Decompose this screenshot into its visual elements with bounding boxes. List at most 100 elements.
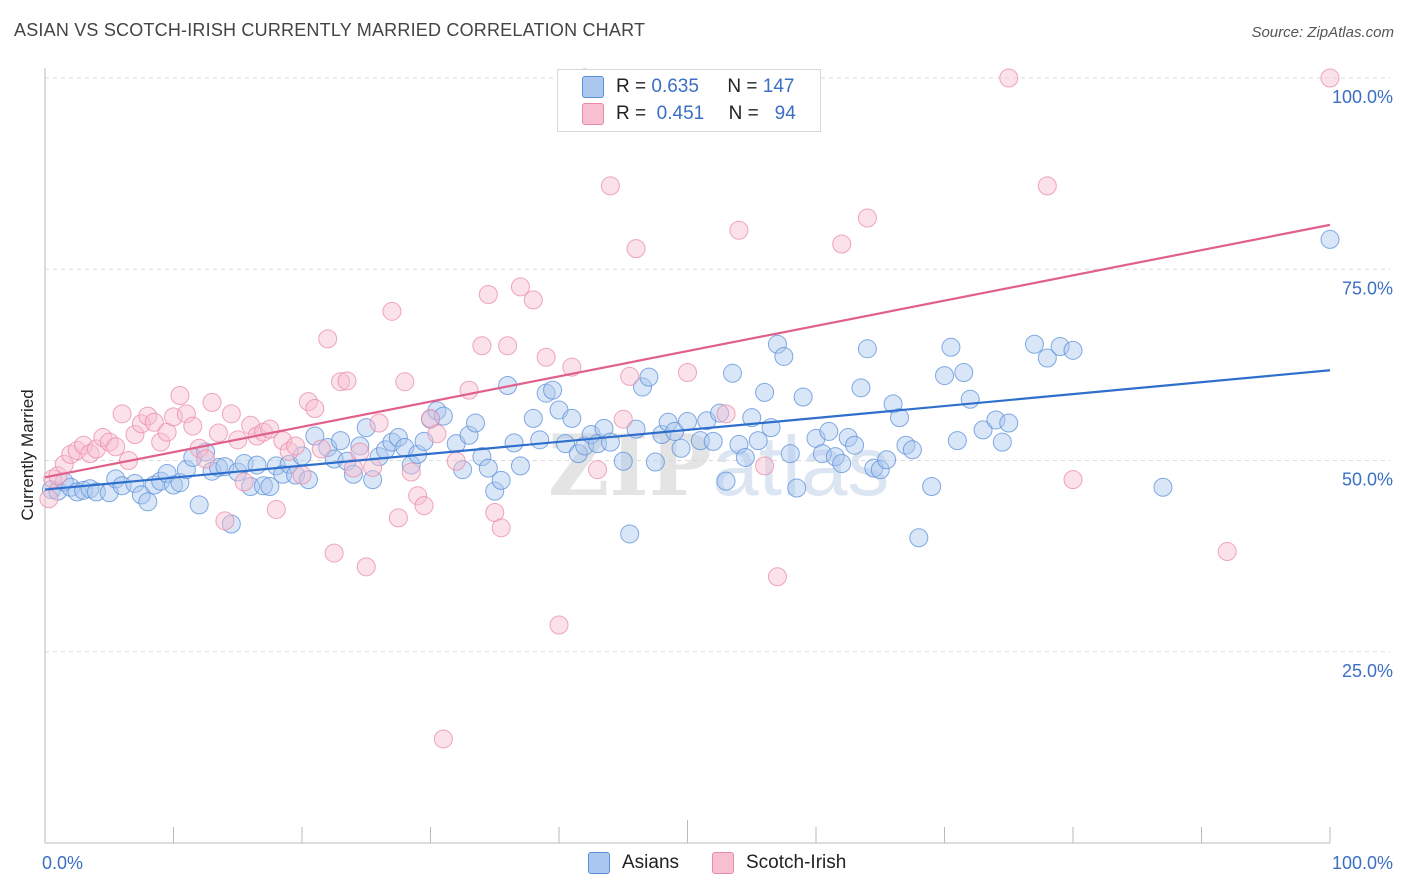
asians-point [973,420,993,440]
scotch-irish-legend-swatch-icon [712,852,734,874]
scotch-irish-point [427,424,447,444]
scotch-irish-point [491,518,511,538]
asians-point [356,418,376,438]
scotch-irish-point [414,496,434,516]
asians-point [922,477,942,497]
asians-point [253,476,273,496]
asians-point [189,495,209,515]
asians-point [992,432,1012,452]
scotch-irish-point [549,615,569,635]
asians-point [877,450,897,470]
scotch-irish-point [305,398,325,418]
scotch-irish-point [729,220,749,240]
asians-point [485,481,505,501]
scotch-irish-point [382,301,402,321]
scotch-irish-point [183,416,203,436]
asians-point [151,471,171,491]
legend-asians-label: Asians [622,852,680,873]
asians-point [125,473,145,493]
scotch-irish-point [331,372,351,392]
scotch-irish-point [144,412,164,432]
scotch-irish-point [324,543,344,563]
asians-point [1153,477,1173,497]
asians-point [755,382,775,402]
asians-point [620,524,640,544]
scotch-irish-r-value: 0.451 [656,103,705,124]
scotch-irish-point [408,486,428,506]
asians-point [1024,334,1044,354]
r-label: R = [616,76,647,97]
asians-point [465,413,485,433]
asians-point [671,438,691,458]
asians-point [343,464,363,484]
scotch-irish-point [221,404,241,424]
asians-point [639,367,659,387]
asians-point [845,435,865,455]
asians-point [703,431,723,451]
scotch-irish-point [279,441,299,461]
scotch-irish-point [196,449,216,469]
scotch-irish-point [600,176,620,196]
scotch-irish-point [337,371,357,391]
asians-point [774,346,794,366]
scotch-irish-point [588,460,608,480]
asians-point [890,408,910,428]
asians-point [530,430,550,450]
r-label: R = [616,103,647,124]
scotch-irish-n-value: 94 [774,103,796,124]
asians-point [832,454,852,474]
scotch-irish-point [292,465,312,485]
scotch-irish-point [395,372,415,392]
series-legend: Asians Scotch-Irish [0,852,1406,878]
asians-point [459,425,479,445]
scotch-irish-point [459,380,479,400]
scotch-irish-point [356,557,376,577]
scotch-irish-point [857,208,877,228]
scotch-irish-point [401,462,421,482]
asians-point [331,431,351,451]
asians-point [748,431,768,451]
asians-point [652,424,672,444]
stats-legend: R = 0.635 N = 147 R = 0.451 N = 94 [557,69,821,132]
legend-row-scotch-irish: R = 0.451 N = 94 [582,101,796,127]
scotch-irish-point [472,336,492,356]
watermark-atlas: atlas [712,419,889,513]
chart-title: ASIAN VS SCOTCH-IRISH CURRENTLY MARRIED … [14,20,646,40]
scotch-irish-point [318,329,338,349]
asians-point [787,478,807,498]
asians-point [543,380,563,400]
asians-point [838,428,858,448]
asians-point [645,452,665,472]
scotch-irish-point [755,456,775,476]
source-label: Source: ZipAtlas.com [1251,24,1394,41]
y-tick-label: 25.0% [1342,661,1393,681]
scotch-irish-point [446,451,466,471]
scotch-irish-point [363,457,383,477]
asians-point [742,408,762,428]
scotch-irish-point [536,347,556,367]
scotch-irish-trend-line [44,223,1331,479]
asians-point [523,408,543,428]
asians-point [909,528,929,548]
legend-scotch-irish-label: Scotch-Irish [746,852,847,873]
legend-item-scotch-irish[interactable]: Scotch-Irish [712,852,846,874]
asians-point [633,377,653,397]
asians-point [870,460,890,480]
scotch-irish-point [234,472,254,492]
legend-item-asians[interactable]: Asians [588,852,679,874]
scotch-irish-point [67,441,87,461]
scotch-irish-point [208,423,228,443]
scotch-irish-point [626,239,646,259]
asians-point [767,334,787,354]
scotch-irish-point [523,290,543,310]
asians-point [1320,229,1340,249]
scotch-irish-point [125,424,145,444]
asians-trend-line [44,369,1331,491]
asians-point [793,387,813,407]
asians-point [902,440,922,460]
scotch-irish-point [498,336,518,356]
asians-point [491,470,511,490]
asians-point [857,339,877,359]
scotch-irish-swatch-icon [582,103,604,125]
